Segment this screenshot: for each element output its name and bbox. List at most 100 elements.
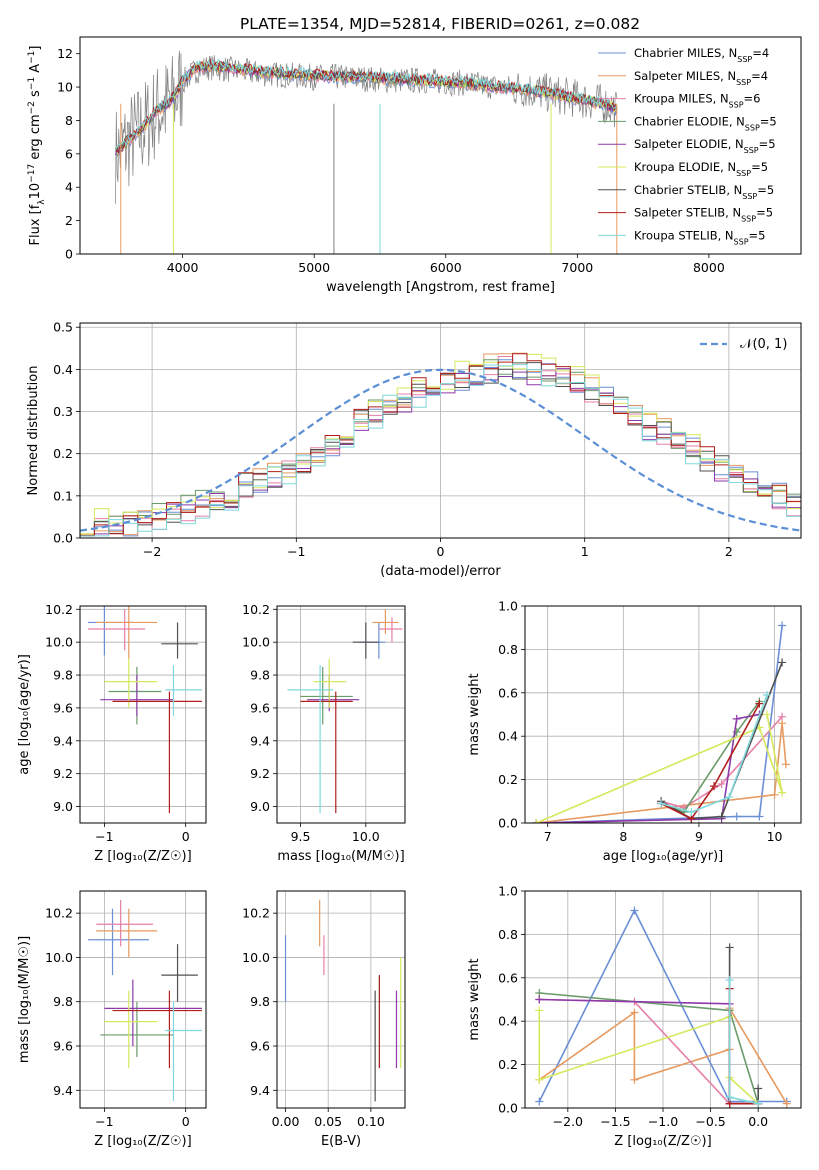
weight-marker	[732, 714, 741, 723]
y-tick-label: 9.8	[53, 668, 73, 683]
weight-vs-Z-axes: −2.0 −1.5 −1.0 −0.5 0.0 0.0 0.2 0.4 0.6 0.8 1.0 Z […	[467, 884, 802, 1149]
weight-marker	[770, 790, 779, 799]
weight-marker	[710, 782, 719, 791]
y-tick-label: 0.4	[498, 729, 518, 744]
x-tick-label: −1	[287, 544, 305, 559]
weight-marker	[535, 1097, 544, 1106]
x-tick-label: 0	[437, 544, 445, 559]
weight-marker	[535, 1075, 544, 1084]
weight-line	[660, 694, 768, 813]
y-tick-label: 10.0	[242, 635, 270, 650]
normal-curve	[80, 368, 801, 532]
y-axis-label: age [log₁₀(age/yr)]	[17, 654, 32, 775]
weight-line	[539, 998, 759, 1105]
legend-entry: Chabrier STELIB, NSSP=5	[634, 183, 774, 201]
y-tick-label: 9.0	[53, 799, 73, 814]
x-tick-label: −2	[143, 544, 161, 559]
y-tick-label: 9.4	[53, 1083, 73, 1098]
weight-line	[539, 998, 759, 1105]
x-axis-label: E(B-V)	[321, 1134, 361, 1149]
x-tick-label: −0.5	[695, 1114, 725, 1129]
y-tick-label: 9.8	[250, 668, 270, 683]
weight-marker	[732, 812, 741, 821]
weight-marker	[725, 943, 734, 952]
plot-area	[80, 352, 801, 537]
x-tick-label: −1	[95, 829, 113, 844]
mass-vs-Z-axes: −1 0 9.4 9.6 9.8 10.0 10.2 Z [log₁₀(Z/Z☉)] mass …	[17, 890, 207, 1149]
weight-marker	[778, 621, 787, 630]
y-tick-label: 0.3	[53, 404, 73, 419]
y-axis-label: mass [log₁₀(M/M☉)]	[17, 936, 32, 1063]
plot-area	[287, 609, 403, 814]
axes-frame	[524, 605, 802, 824]
x-tick-label: 2	[725, 544, 733, 559]
y-tick-label: 8	[65, 113, 73, 128]
weight-line	[538, 1005, 788, 1105]
y-tick-label: 0.0	[498, 816, 518, 831]
age-vs-Z-axes: −1 0 9.0 9.2 9.4 9.6 9.8 10.0 10.2 Z [log₁₀(Z/Z☉)…	[17, 602, 207, 864]
legend-entry: Kroupa STELIB, NSSP=5	[634, 228, 765, 246]
x-axis-label: Z [log₁₀(Z/Z☉)]	[614, 1134, 711, 1149]
y-tick-label: 9.4	[250, 733, 270, 748]
y-tick-label: 9.2	[250, 766, 270, 781]
y-axis-label: mass weight	[467, 673, 482, 755]
y-tick-label: 9.2	[53, 766, 73, 781]
x-tick-label: 8	[619, 829, 627, 844]
x-tick-label: 4000	[167, 260, 199, 275]
x-axis-label: mass [log₁₀(M/M☉)]	[277, 849, 404, 864]
y-tick-label: 10	[57, 80, 73, 95]
x-tick-label: 9	[695, 829, 703, 844]
legend-entry: Salpeter STELIB, NSSP=5	[634, 206, 773, 224]
legend-entry: Salpeter ELODIE, NSSP=5	[634, 137, 776, 155]
y-tick-label: 10.2	[242, 906, 270, 921]
y-tick-label: 0.0	[498, 1101, 518, 1116]
y-tick-label: 10.2	[242, 602, 270, 617]
mass-vs-ebv-axes: 0.00 0.05 0.10 9.4 9.6 9.8 10.0 10.2 E(B-V)	[242, 890, 406, 1149]
weight-marker	[630, 906, 639, 915]
axes-frame	[79, 890, 207, 1109]
weight-marker	[687, 808, 696, 817]
weight-line	[728, 980, 759, 1105]
x-tick-label: 0	[182, 829, 190, 844]
weight-line	[536, 713, 760, 823]
y-tick-label: 9.6	[250, 700, 270, 715]
x-tick-label: 6000	[430, 260, 462, 275]
x-axis-label: (data-model)/error	[380, 564, 501, 579]
x-tick-label: −1.5	[600, 1114, 630, 1129]
y-tick-label: 9.6	[250, 1039, 270, 1054]
y-tick-label: 1.0	[498, 884, 518, 899]
legend-entry: Kroupa MILES, NSSP=6	[634, 92, 760, 110]
y-tick-label: 10.2	[45, 602, 73, 617]
residual-histogram	[80, 364, 801, 537]
model-spectrum	[115, 58, 618, 150]
weight-line	[536, 723, 787, 823]
plot-area	[115, 50, 618, 254]
spectrum-legend: Chabrier MILES, NSSP=4 Salpeter MILES, NS…	[598, 46, 777, 246]
y-tick-label: 0.6	[498, 970, 518, 985]
weight-marker	[778, 712, 787, 721]
legend-entry: Chabrier MILES, NSSP=4	[634, 46, 769, 64]
x-axis-label: wavelength [Angstrom, rest frame]	[326, 280, 555, 295]
y-axis-label: Normed distribution	[26, 366, 41, 496]
y-tick-label: 9.4	[53, 733, 73, 748]
figure-title: PLATE=1354, MJD=52814, FIBERID=0261, z=0…	[240, 15, 640, 33]
weight-line	[728, 988, 759, 1105]
weight-line	[539, 992, 759, 1104]
weight-marker	[781, 760, 790, 769]
weight-marker	[755, 699, 764, 708]
histogram-axes: −2 −1 0 1 2 0.0 0.1 0.2 0.3 0.4 0.5 (data-model)/er…	[26, 320, 802, 579]
weight-line	[660, 716, 783, 809]
weight-marker	[778, 658, 787, 667]
y-tick-label: 12	[57, 46, 73, 61]
weight-marker	[725, 1093, 734, 1102]
plot-area	[88, 899, 202, 1102]
x-tick-label: 10.0	[352, 829, 380, 844]
x-tick-label: 9.5	[291, 829, 311, 844]
legend-entry: Salpeter MILES, NSSP=4	[634, 69, 768, 87]
y-tick-label: 9.4	[250, 1083, 270, 1098]
y-tick-label: 6	[65, 146, 73, 161]
weight-vs-age-axes: 7 8 9 10 0.0 0.2 0.4 0.6 0.8 1.0 age [log₁₀(age/yr…	[467, 599, 802, 864]
x-tick-label: 7000	[561, 260, 593, 275]
y-tick-label: 0.6	[498, 685, 518, 700]
